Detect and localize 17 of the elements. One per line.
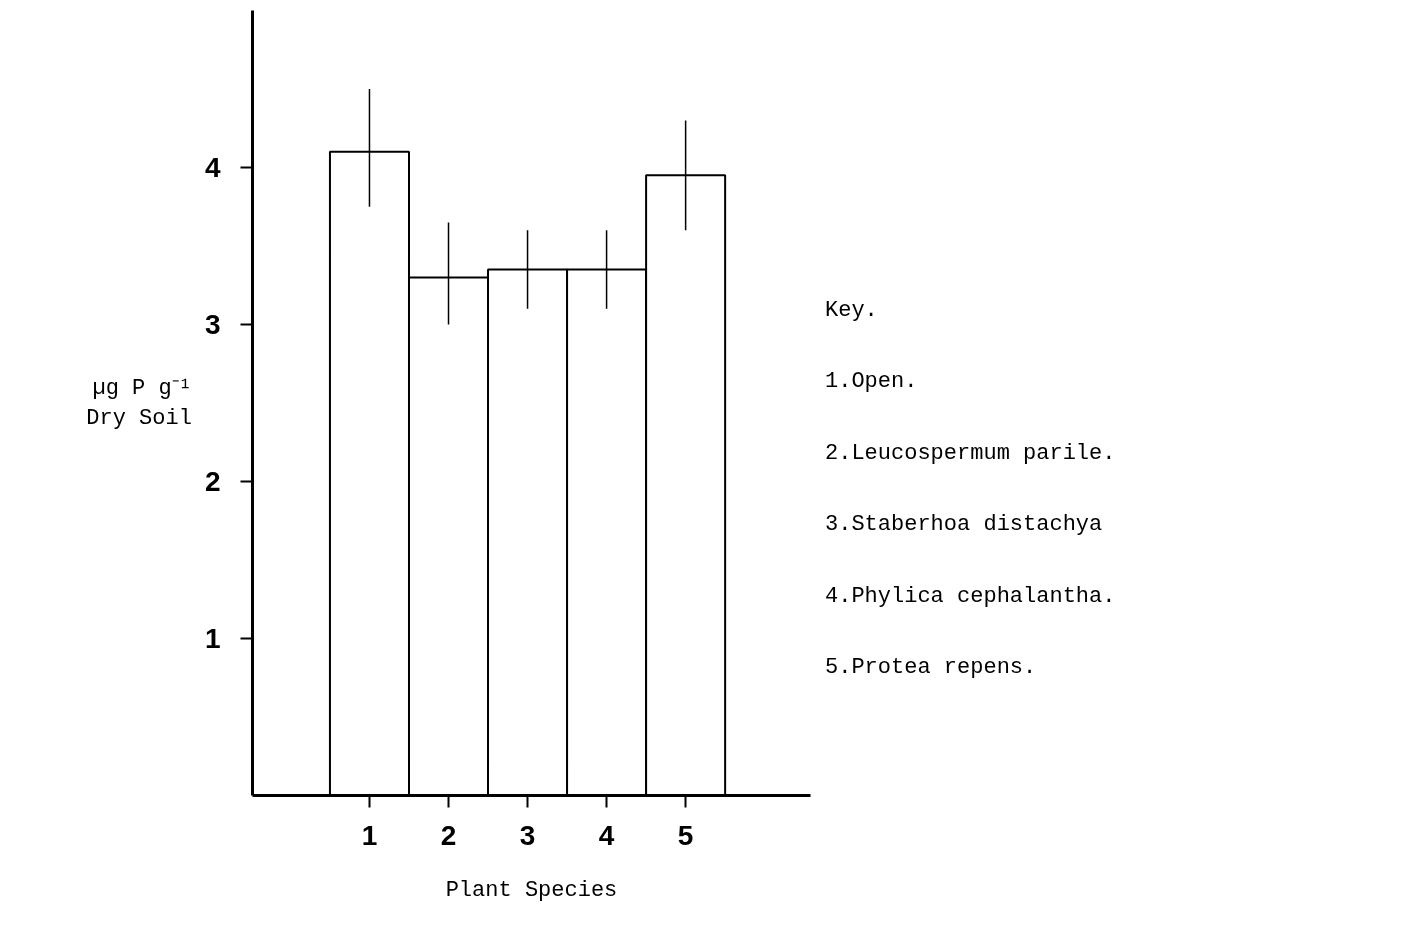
x-tick-label: 5: [677, 819, 694, 851]
text: 4.Phylica cephalantha.: [825, 582, 1116, 611]
x-tick-label: 2: [440, 819, 457, 851]
text: Key.: [825, 297, 879, 325]
y-axis-title: µg P g⁻¹ Dry Soil: [86, 375, 192, 431]
text: 2.Leucospermum parile.: [825, 439, 1116, 468]
y-tick-label: 2: [204, 466, 221, 497]
text: 5.Protea repens.: [825, 654, 1038, 683]
text: 3.Staberhoa distachya: [825, 511, 1104, 540]
x-axis-title: Plant Species: [445, 877, 618, 903]
y-tick-label: 4: [204, 152, 221, 183]
text: 1.Open.: [825, 368, 919, 397]
x-tick-label: 1: [361, 819, 378, 851]
x-tick-label: 4: [598, 819, 615, 851]
y-tick-label: 3: [204, 309, 221, 340]
y-tick-label: 1: [204, 623, 221, 654]
x-tick-label: 3: [519, 819, 536, 851]
